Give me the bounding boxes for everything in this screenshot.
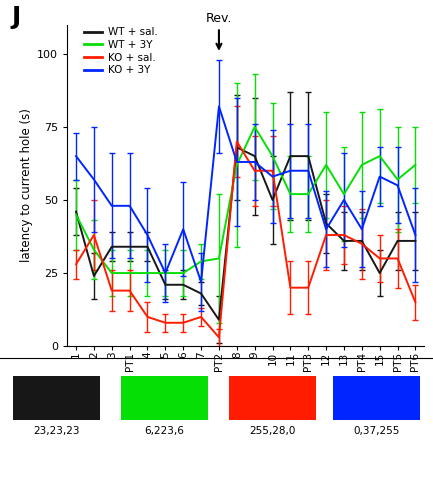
Text: 255,28,0: 255,28,0 (249, 426, 296, 436)
Text: Rev.: Rev. (206, 12, 232, 49)
Text: 23,23,23: 23,23,23 (33, 426, 80, 436)
Legend: WT + sal., WT + 3Y, KO + sal., KO + 3Y: WT + sal., WT + 3Y, KO + sal., KO + 3Y (80, 24, 162, 80)
Text: J: J (12, 5, 21, 29)
Text: 0,37,255: 0,37,255 (353, 426, 400, 436)
Text: 6,223,6: 6,223,6 (145, 426, 184, 436)
X-axis label: Days: Days (228, 375, 263, 389)
Y-axis label: latency to current hole (s): latency to current hole (s) (20, 109, 33, 262)
